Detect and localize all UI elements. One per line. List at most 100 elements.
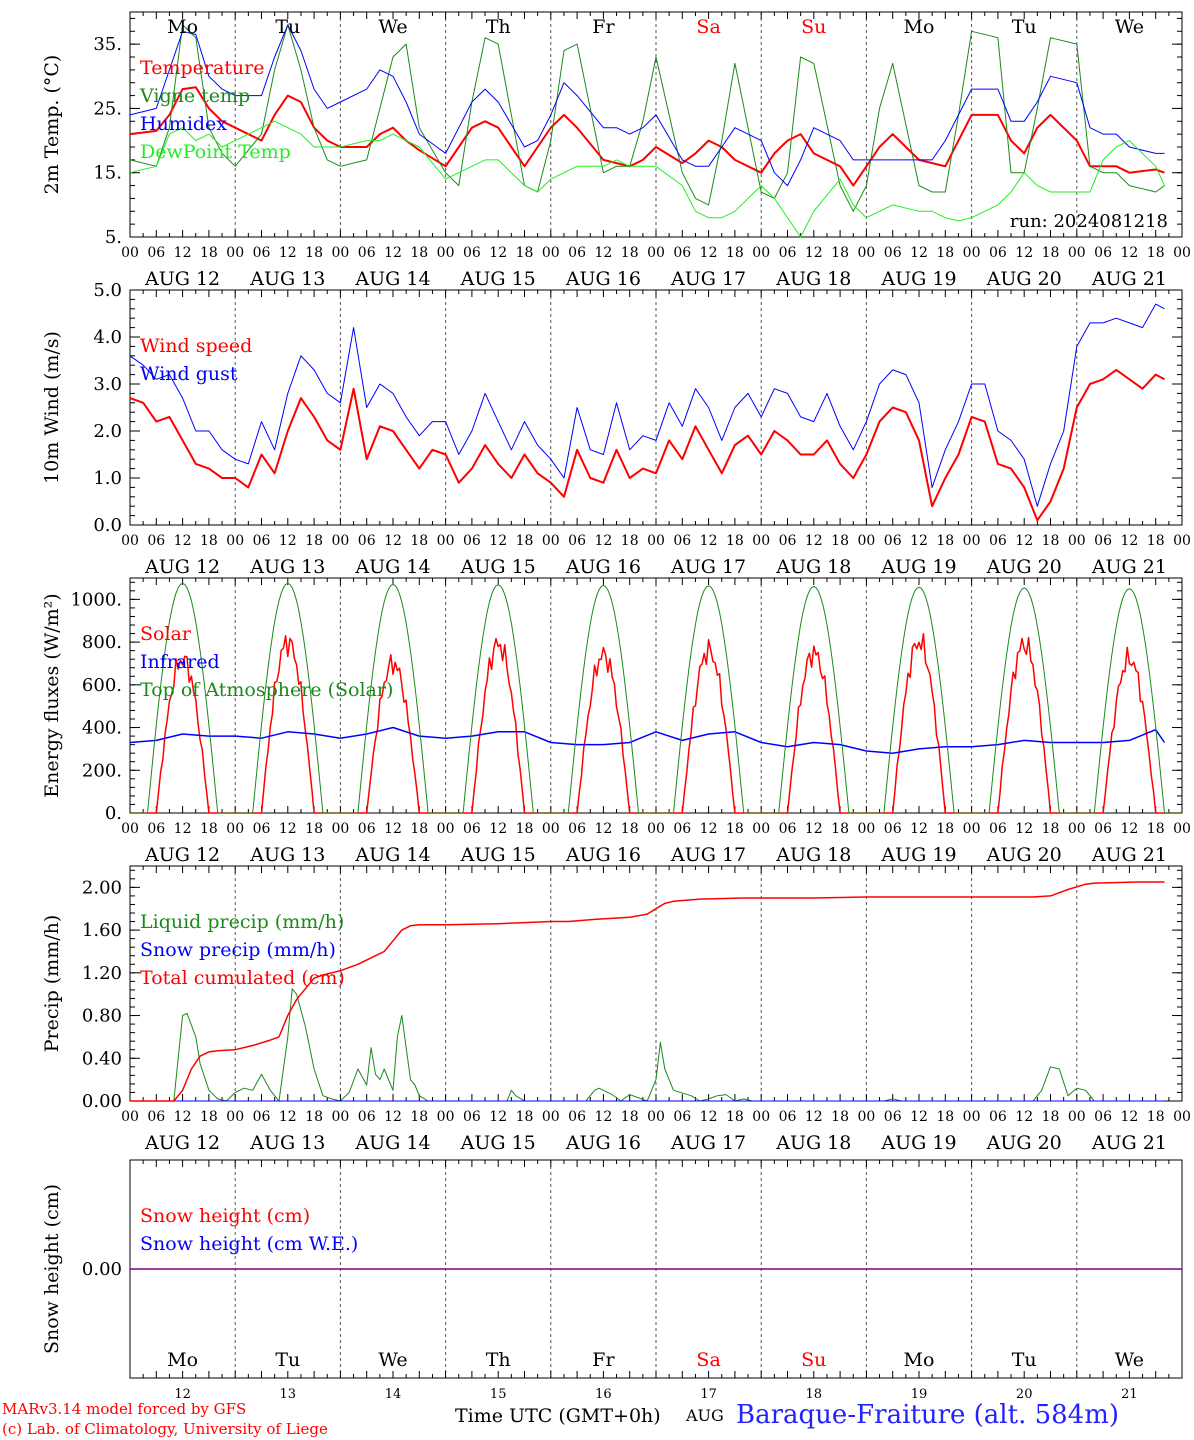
y-tick-label: 0.00: [82, 1259, 122, 1280]
date-label: AUG 16: [565, 556, 641, 578]
hour-tick-label: 06: [463, 821, 481, 837]
hour-tick-label: 00: [963, 533, 981, 549]
day-name-bottom: Th: [486, 1349, 511, 1371]
date-label: AUG 17: [670, 1132, 746, 1154]
day-name-top: We: [1115, 16, 1144, 38]
time-axis-label: Time UTC (GMT+0h): [455, 1405, 661, 1427]
legend-entry: Wind speed: [140, 335, 252, 357]
hour-tick-label: 12: [279, 245, 297, 261]
hour-tick-label: 12: [1120, 821, 1138, 837]
hour-tick-label: 12: [1015, 1109, 1033, 1125]
date-label: AUG 13: [249, 1132, 325, 1154]
hour-tick-label: 18: [621, 1109, 639, 1125]
hour-tick-label: 12: [1120, 245, 1138, 261]
hour-tick-label: 18: [621, 533, 639, 549]
hour-tick-label: 12: [805, 1109, 823, 1125]
hour-tick-label: 06: [147, 1109, 165, 1125]
hour-tick-label: 18: [516, 1109, 534, 1125]
legend-entry: DewPoint Temp: [140, 141, 291, 163]
series-line-infrared: [129, 726, 1166, 754]
hour-tick-label: 18: [1147, 821, 1165, 837]
hour-tick-label: 06: [989, 245, 1007, 261]
series-line-vigne-temp: [129, 24, 1165, 212]
hour-tick-label: 06: [147, 533, 165, 549]
y-tick-label: 0.00: [82, 1091, 122, 1112]
date-label: AUG 16: [565, 1132, 641, 1154]
hour-tick-label: 18: [936, 533, 954, 549]
hour-tick-label: 12: [174, 821, 192, 837]
hour-tick-label: 18: [410, 533, 428, 549]
date-label: AUG 14: [354, 844, 430, 866]
y-tick-label: 400.: [82, 718, 122, 739]
hour-tick-label: 12: [910, 1109, 928, 1125]
hour-tick-label: 12: [594, 1109, 612, 1125]
y-tick-label: 5.0: [93, 280, 122, 301]
hour-tick-label: 00: [331, 821, 349, 837]
legend-entry: Liquid precip (mm/h): [140, 911, 344, 933]
y-tick-label: 3.0: [93, 374, 122, 395]
hour-tick-label: 00: [647, 821, 665, 837]
model-credit-line2: (c) Lab. of Climatology, University of L…: [2, 1420, 328, 1438]
hour-tick-label: 00: [752, 1109, 770, 1125]
y-axis-label: Precip (mm/h): [41, 915, 63, 1053]
hour-tick-label: 12: [805, 533, 823, 549]
day-name-top: Mo: [904, 16, 935, 38]
date-label: AUG 17: [670, 844, 746, 866]
hour-tick-label: 06: [884, 245, 902, 261]
hour-tick-label: 00: [857, 533, 875, 549]
run-label: run: 2024081218: [1010, 211, 1168, 232]
y-axis-label: Energy fluxes (W/m²): [41, 593, 63, 797]
hour-tick-label: 18: [936, 245, 954, 261]
date-label: AUG 18: [775, 556, 851, 578]
hour-tick-label: 12: [384, 533, 402, 549]
hour-tick-label: 00: [647, 533, 665, 549]
hour-tick-label: 00: [963, 821, 981, 837]
hour-tick-label: 12: [700, 245, 718, 261]
hour-tick-label: 18: [726, 245, 744, 261]
hour-tick-label: 06: [989, 821, 1007, 837]
hour-tick-label: 06: [989, 1109, 1007, 1125]
hour-tick-label: 12: [594, 245, 612, 261]
hour-tick-label: 18: [1147, 533, 1165, 549]
hour-tick-label: 06: [568, 533, 586, 549]
hour-tick-label: 12: [489, 245, 507, 261]
date-label: AUG 20: [986, 556, 1062, 578]
day-number: 21: [1121, 1387, 1138, 1400]
day-name-bottom: We: [1115, 1349, 1144, 1371]
hour-tick-label: 06: [253, 533, 271, 549]
hour-tick-label: 00: [1173, 245, 1191, 261]
hour-tick-label: 06: [463, 533, 481, 549]
hour-tick-label: 12: [594, 821, 612, 837]
hour-tick-label: 18: [1147, 245, 1165, 261]
day-name-bottom: Tu: [1012, 1349, 1037, 1371]
hour-tick-label: 00: [437, 1109, 455, 1125]
y-tick-label: 200.: [82, 760, 122, 781]
hour-tick-label: 12: [700, 533, 718, 549]
hour-tick-label: 00: [1173, 821, 1191, 837]
hour-tick-label: 06: [358, 821, 376, 837]
hour-tick-label: 18: [1042, 1109, 1060, 1125]
date-label: AUG 21: [1091, 556, 1167, 578]
hour-tick-label: 06: [989, 533, 1007, 549]
hour-tick-label: 18: [936, 821, 954, 837]
hour-tick-label: 00: [1068, 533, 1086, 549]
day-name-top: Sa: [696, 16, 720, 38]
legend-entry: Snow height (cm): [140, 1205, 310, 1227]
hour-tick-label: 18: [516, 533, 534, 549]
hour-tick-label: 12: [805, 245, 823, 261]
hour-tick-label: 12: [910, 245, 928, 261]
hour-tick-label: 12: [384, 1109, 402, 1125]
y-tick-label: 0.40: [82, 1048, 122, 1069]
date-label: AUG 21: [1091, 1132, 1167, 1154]
date-label: AUG 21: [1091, 268, 1167, 290]
hour-tick-label: 18: [831, 533, 849, 549]
y-tick-label: 15.: [93, 163, 122, 184]
hour-tick-label: 18: [1042, 533, 1060, 549]
hour-tick-label: 00: [226, 245, 244, 261]
series-line-top-of-atmosphere-solar-: [130, 582, 1182, 814]
date-label: AUG 19: [880, 268, 956, 290]
date-label: AUG 15: [460, 268, 536, 290]
series-line-temperature: [129, 86, 1165, 187]
hour-tick-label: 18: [831, 821, 849, 837]
y-tick-label: 2.00: [82, 877, 122, 898]
